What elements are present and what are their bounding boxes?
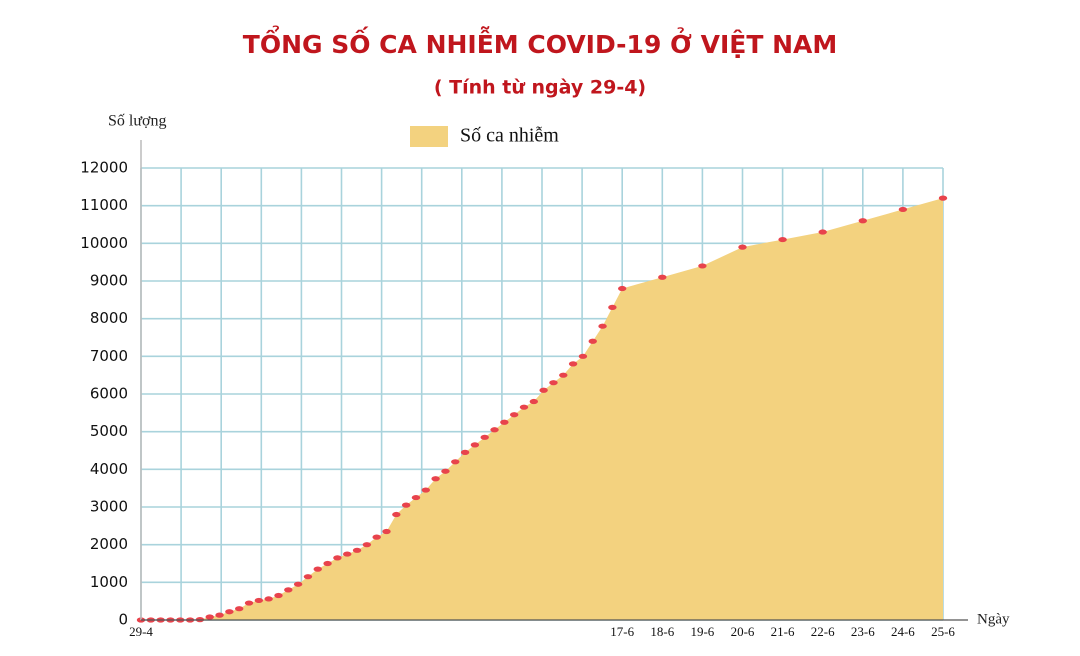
marker [738, 244, 747, 250]
y-tick-label: 1000 [90, 573, 128, 591]
y-tick-label: 9000 [90, 272, 128, 290]
marker [559, 372, 568, 378]
marker [382, 528, 391, 535]
marker [254, 597, 264, 604]
marker [392, 511, 401, 518]
marker [431, 476, 440, 482]
x-tick-label: 20-6 [731, 624, 755, 639]
marker [698, 263, 707, 269]
marker [313, 566, 322, 572]
marker [598, 323, 607, 329]
marker [343, 551, 352, 557]
marker [411, 494, 421, 501]
marker [539, 387, 548, 393]
legend-label: Số ca nhiễm [460, 125, 559, 147]
marker [303, 574, 313, 580]
marker [480, 434, 489, 440]
x-tick-label: 19-6 [690, 624, 714, 639]
marker [490, 427, 499, 433]
marker [215, 612, 224, 618]
marker [778, 236, 787, 243]
y-tick-label: 11000 [80, 196, 128, 214]
marker [898, 206, 908, 213]
x-tick-label: 23-6 [851, 624, 875, 639]
marker [264, 596, 273, 602]
y-tick-label: 12000 [80, 159, 128, 177]
marker [372, 534, 381, 540]
marker [244, 600, 254, 606]
marker [608, 304, 617, 310]
chart-subtitle: ( Tính từ ngày 29-4) [434, 77, 646, 99]
legend-swatch [410, 126, 448, 147]
marker [352, 547, 362, 553]
marker [401, 502, 411, 508]
marker [205, 614, 214, 620]
marker [323, 560, 332, 567]
marker [509, 412, 519, 418]
marker [618, 285, 627, 292]
marker [500, 419, 509, 425]
marker [235, 606, 244, 612]
marker [529, 398, 539, 405]
x-tick-label: 18-6 [650, 624, 674, 639]
marker [362, 542, 372, 548]
y-tick-label: 8000 [90, 309, 128, 327]
y-axis-label: Số lượng [108, 113, 166, 130]
marker [470, 442, 480, 448]
y-tick-label: 7000 [90, 347, 128, 365]
marker [549, 380, 558, 386]
marker [225, 609, 234, 615]
y-tick-label: 5000 [90, 422, 128, 440]
y-tick-label: 2000 [90, 535, 128, 553]
marker [441, 468, 450, 474]
marker [284, 587, 293, 593]
chart-title: TỔNG SỐ CA NHIỄM COVID-19 Ở VIỆT NAM [243, 24, 837, 59]
marker [333, 555, 342, 561]
marker [658, 274, 667, 280]
marker [818, 229, 827, 235]
marker [274, 592, 283, 599]
marker [460, 449, 470, 455]
y-tick-label: 10000 [80, 234, 128, 252]
marker [588, 338, 597, 344]
x-tick-label: 29-4 [129, 624, 153, 639]
x-tick-label: 22-6 [811, 624, 835, 639]
y-tick-label: 6000 [90, 385, 128, 403]
area [141, 198, 943, 620]
marker [578, 353, 588, 359]
y-tick-label: 4000 [90, 460, 128, 478]
x-tick-label: 17-6 [610, 624, 634, 639]
x-tick-label: 21-6 [771, 624, 795, 639]
marker [451, 459, 460, 465]
x-axis-label: Ngày [977, 611, 1010, 627]
marker [568, 361, 578, 367]
marker [938, 195, 948, 201]
marker [519, 404, 529, 410]
marker [421, 487, 430, 493]
y-tick-label: 0 [118, 611, 128, 629]
x-tick-label: 24-6 [891, 624, 915, 639]
marker [858, 218, 867, 224]
marker [293, 581, 303, 587]
y-tick-label: 3000 [90, 498, 128, 516]
x-tick-label: 25-6 [931, 624, 955, 639]
